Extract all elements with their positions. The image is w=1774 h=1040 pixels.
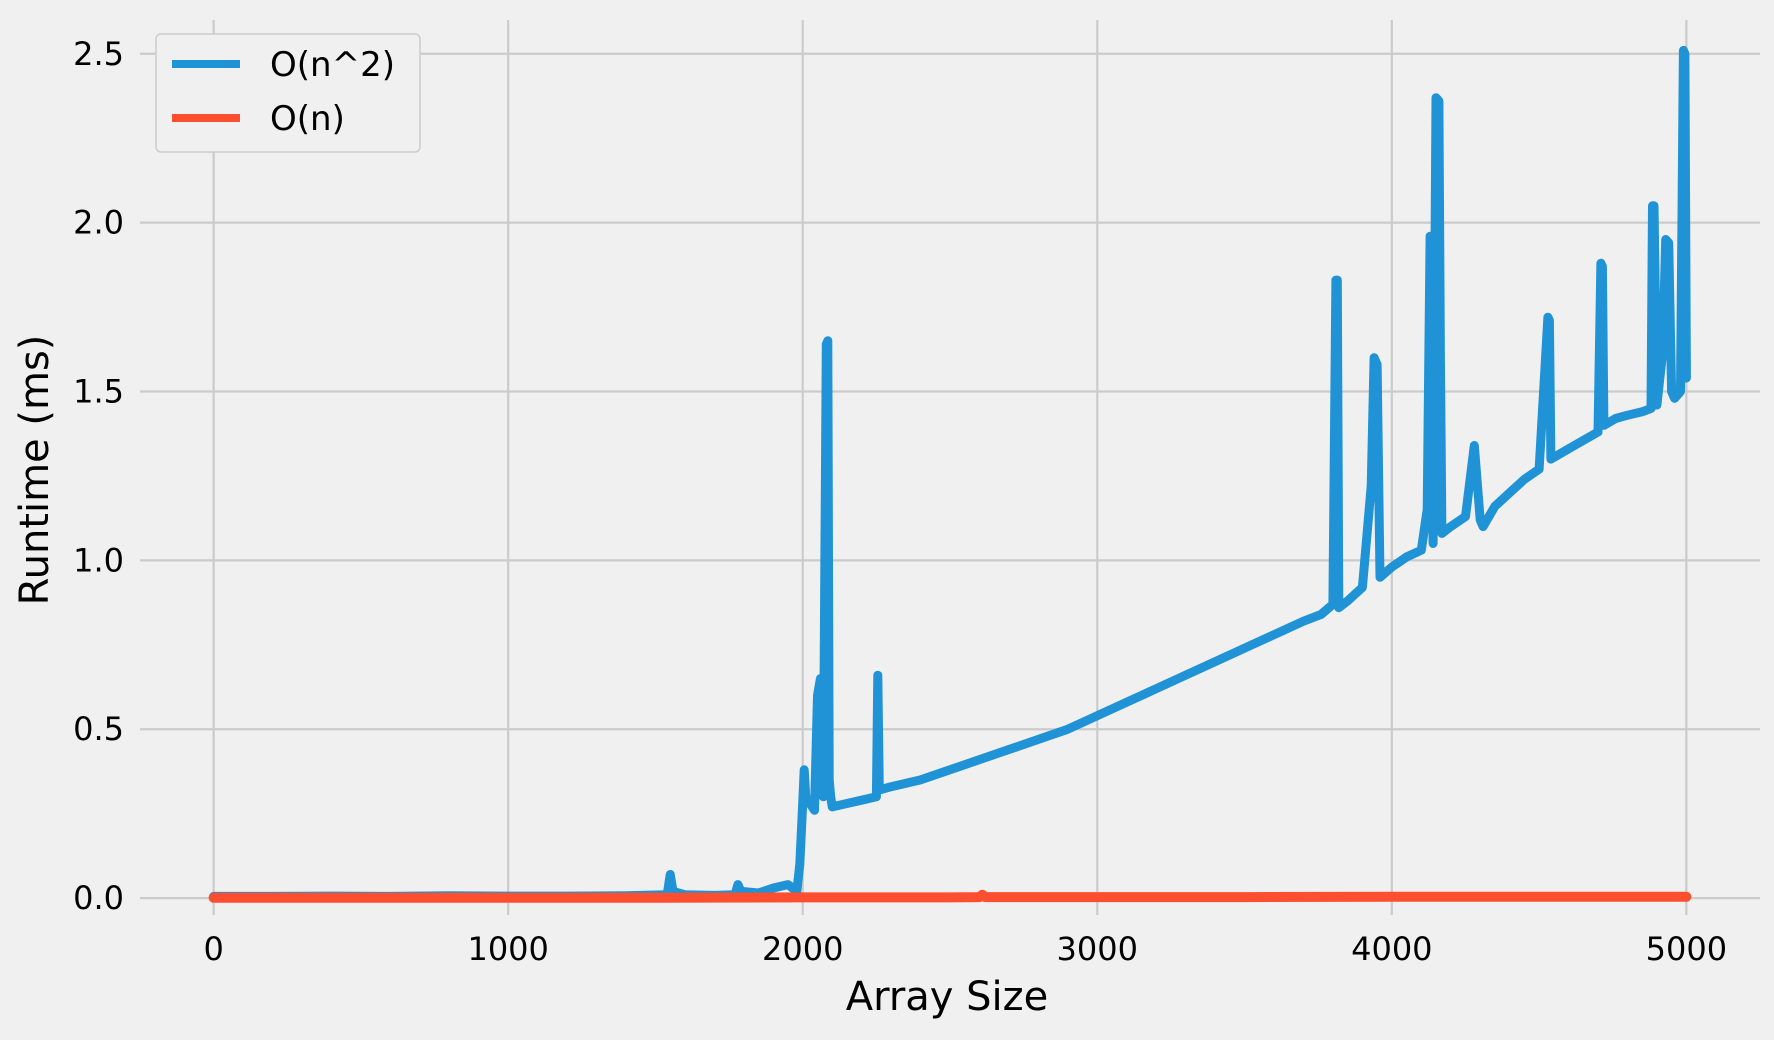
x-tick-label: 2000 [762, 930, 843, 968]
y-tick-label: 1.5 [73, 373, 124, 411]
x-tick-label: 1000 [467, 930, 548, 968]
y-tick-label: 0.5 [73, 710, 124, 748]
legend[interactable]: O(n^2) O(n) [155, 33, 421, 153]
y-tick-label: 2.0 [73, 204, 124, 242]
series-line-o-n2 [209, 45, 1691, 901]
y-tick-label: 0.0 [73, 879, 124, 917]
y-tick-label: 2.5 [73, 35, 124, 73]
x-axis-title: Array Size [846, 974, 1049, 1020]
y-axis-title: Runtime (ms) [12, 335, 58, 606]
y-tick-label: 1.0 [73, 541, 124, 579]
legend-label-o-n: O(n) [270, 99, 345, 139]
x-tick-label: 4000 [1351, 930, 1432, 968]
x-tick-label: 5000 [1646, 930, 1727, 968]
x-tick-label: 0 [203, 930, 223, 968]
tick-labels: 0 1000 2000 3000 4000 5000 0.0 0.5 1.0 1.5 2.0 2.5 [73, 35, 1727, 968]
grid-lines [140, 20, 1760, 915]
series-line-o-n [208, 889, 1692, 903]
legend-label-o-n2: O(n^2) [270, 45, 395, 85]
x-tick-label: 3000 [1057, 930, 1138, 968]
series-lines [208, 45, 1692, 903]
